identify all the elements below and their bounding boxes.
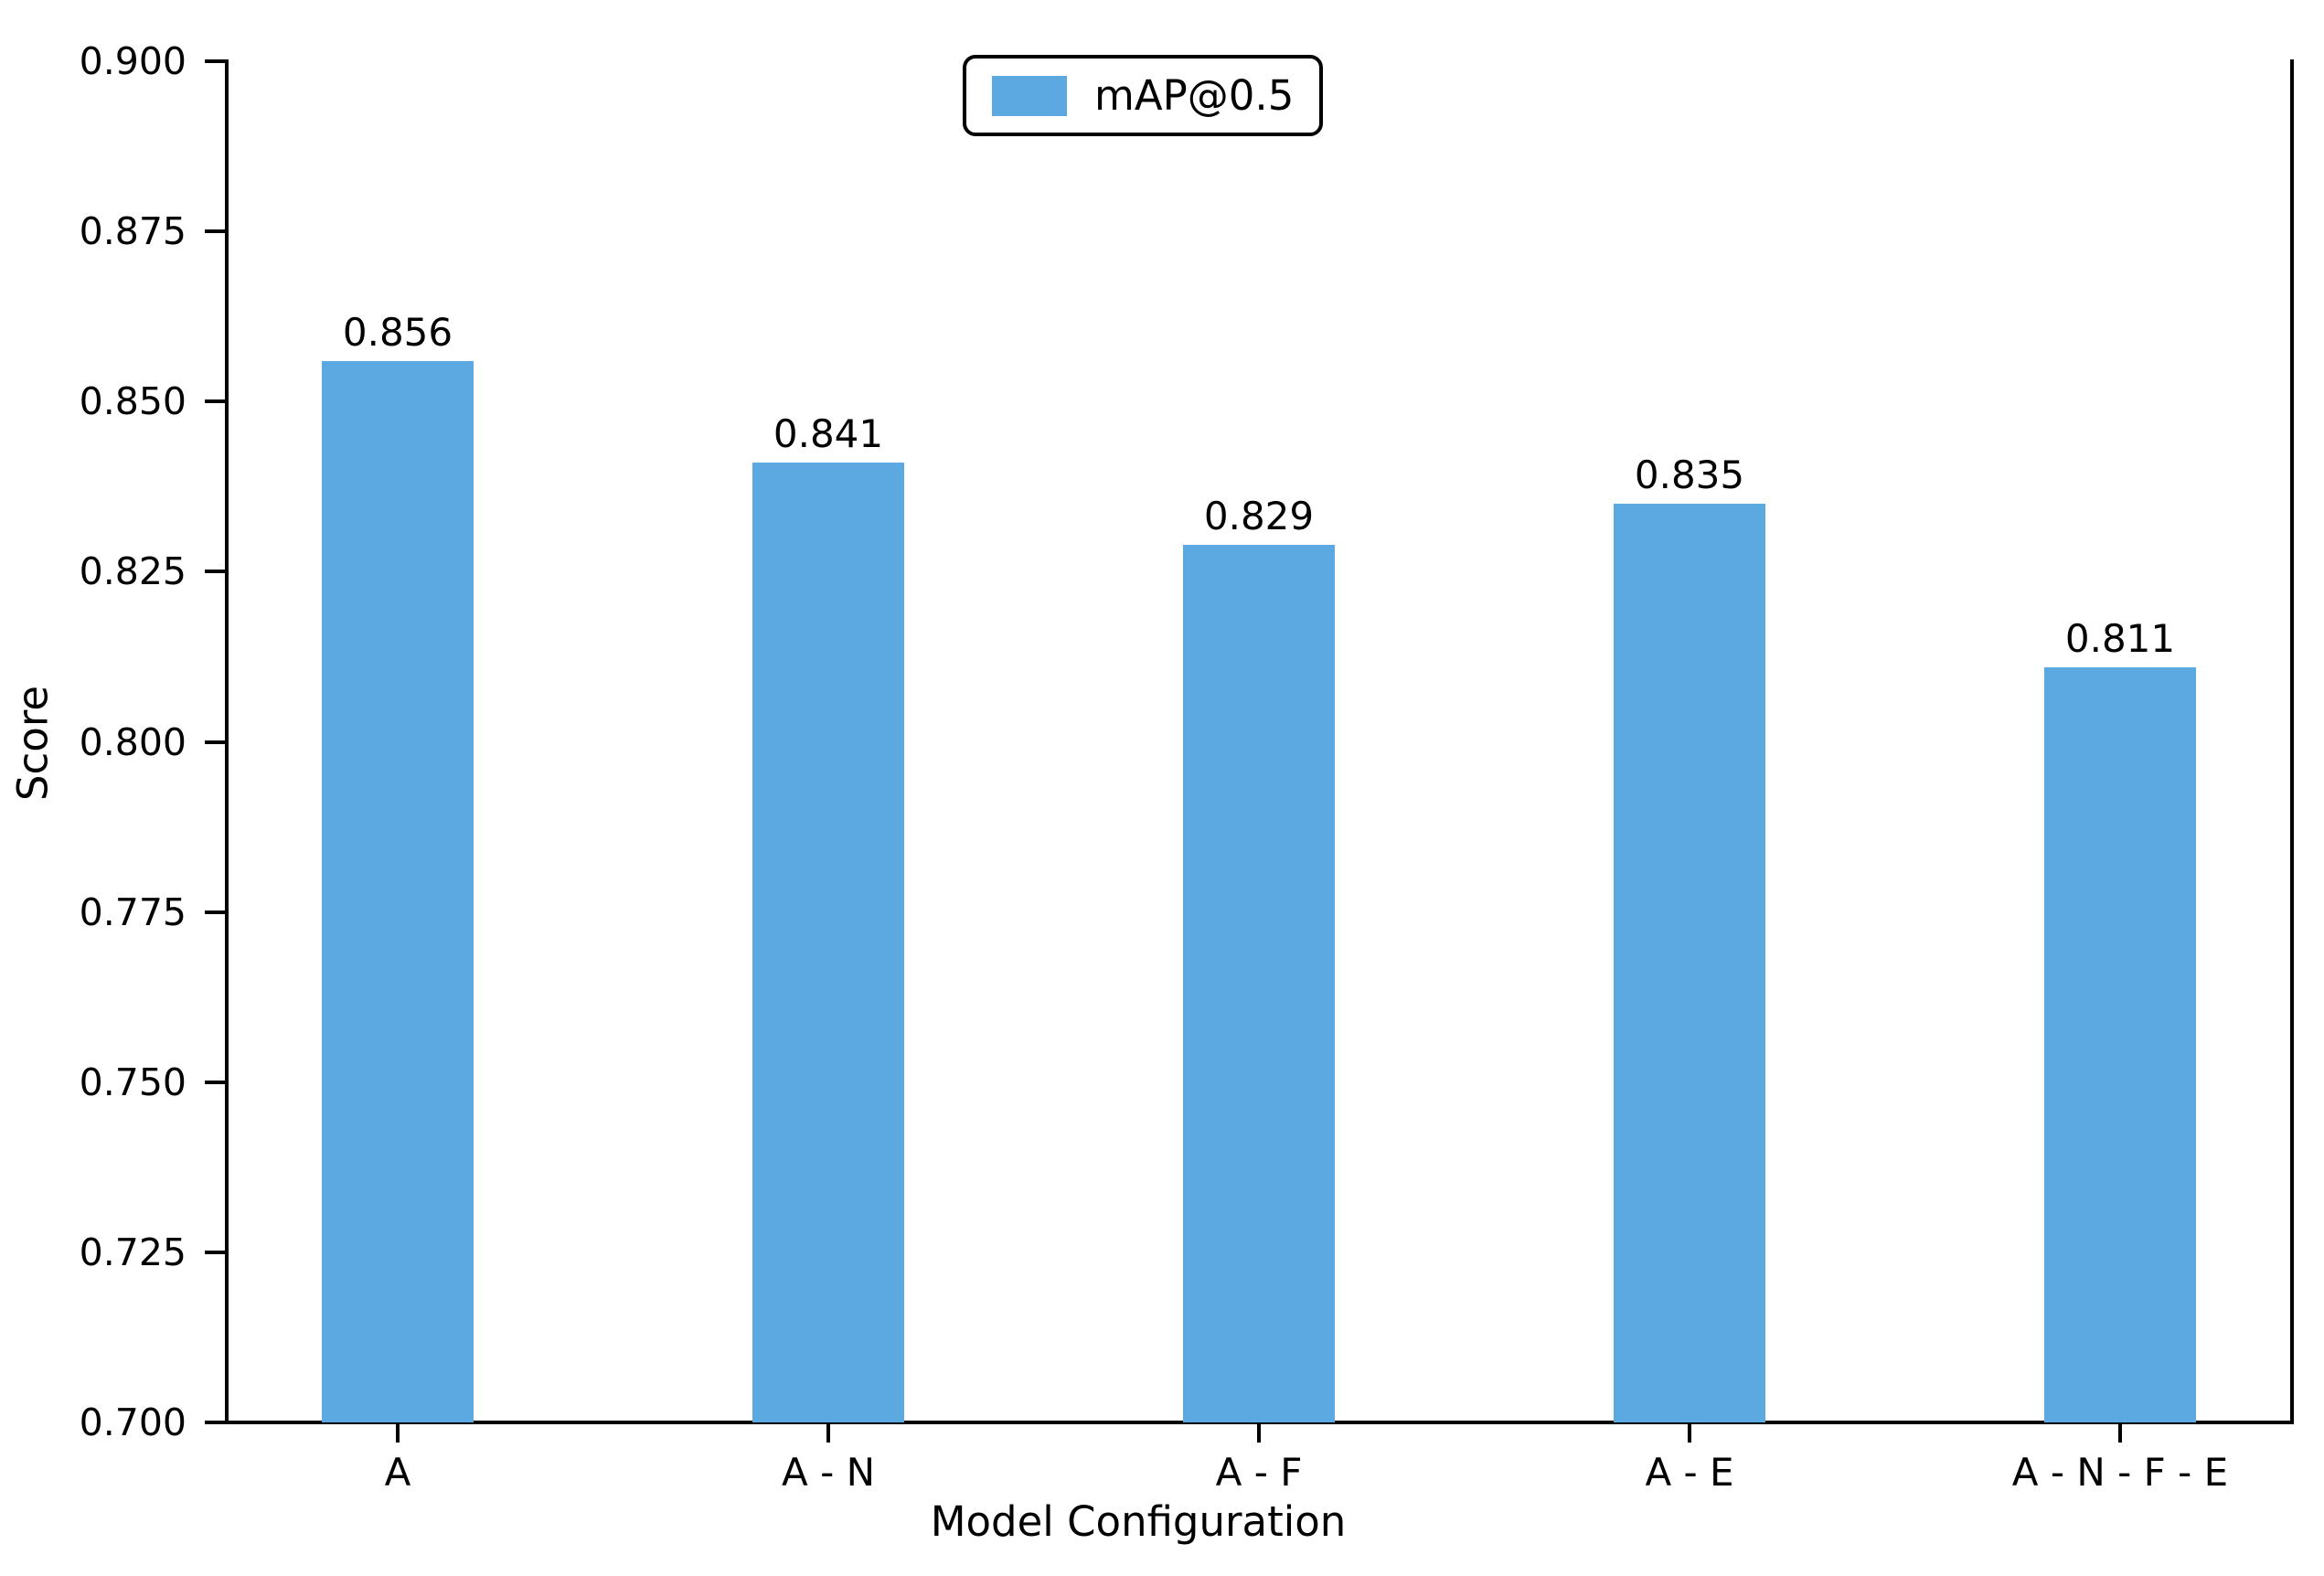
y-tick-label: 0.825 (79, 549, 187, 594)
y-tick-mark (205, 1421, 227, 1424)
y-tick-mark (205, 1250, 227, 1254)
y-tick-label: 0.800 (79, 719, 187, 764)
y-axis-right-spine (2290, 59, 2294, 1424)
legend-label: mAP@0.5 (1094, 71, 1295, 120)
bar (2044, 666, 2196, 1422)
bar (752, 463, 904, 1422)
bar-value-label: 0.841 (773, 411, 884, 457)
y-tick-mark (205, 910, 227, 914)
y-tick-label: 0.725 (79, 1230, 187, 1274)
x-tick-label: A - F (1215, 1450, 1303, 1495)
y-tick-mark (205, 570, 227, 574)
y-tick-mark (205, 59, 227, 63)
x-tick-label: A (384, 1450, 411, 1495)
legend: mAP@0.5 (963, 55, 1324, 136)
y-tick-mark (205, 229, 227, 234)
x-tick-mark (1688, 1424, 1691, 1443)
bar (1183, 544, 1335, 1422)
y-tick-label: 0.875 (79, 209, 187, 254)
y-tick-label: 0.700 (79, 1400, 187, 1444)
x-tick-mark (396, 1424, 400, 1443)
y-tick-label: 0.775 (79, 889, 187, 934)
plot-area: 0.700 0.725 0.750 0.775 0.800 0.825 0.850 0.875… (80, 39, 2294, 1495)
x-tick-label: A - N (781, 1450, 876, 1495)
bar-value-label: 0.835 (1634, 452, 1745, 497)
y-tick-label: 0.850 (79, 379, 187, 424)
bar (322, 360, 474, 1422)
y-tick-label: 0.750 (79, 1060, 187, 1104)
x-tick-label: A - E (1645, 1450, 1734, 1495)
y-tick-mark (205, 399, 227, 404)
bar-value-label: 0.811 (2064, 615, 2176, 661)
x-tick-mark (2118, 1424, 2122, 1443)
y-axis-left-spine (225, 59, 229, 1424)
bar-value-label: 0.856 (342, 309, 453, 355)
x-tick-mark (826, 1424, 830, 1443)
legend-swatch (992, 75, 1067, 116)
y-tick-mark (205, 1080, 227, 1084)
bar (1614, 503, 1765, 1422)
y-tick-mark (205, 740, 227, 744)
x-tick-mark (1257, 1424, 1261, 1443)
y-tick-label: 0.900 (79, 39, 187, 83)
x-axis-spine (225, 1421, 2294, 1424)
x-axis-label: Model Configuration (930, 1497, 1347, 1546)
bar-value-label: 0.829 (1203, 493, 1315, 538)
x-tick-label: A - N - F - E (2011, 1450, 2229, 1495)
